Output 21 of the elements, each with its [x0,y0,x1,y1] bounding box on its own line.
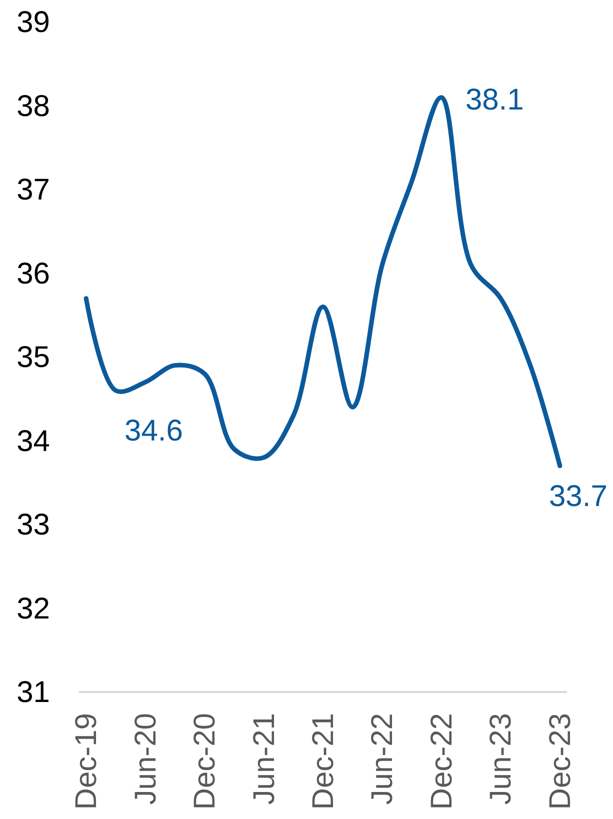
y-tick-label: 33 [16,508,50,541]
x-tick-label: Jun-21 [247,713,280,805]
y-tick-label: 32 [16,592,50,625]
x-tick-label: Dec-19 [70,713,103,810]
x-tick-label: Dec-23 [543,713,576,810]
x-tick-label: Dec-21 [306,713,340,810]
y-tick-label: 38 [16,89,50,122]
x-tick-label: Jun-22 [366,713,399,805]
x-tick-label: Dec-22 [424,713,458,810]
data-label: 38.1 [465,82,524,116]
y-tick-label: 31 [16,676,50,708]
y-tick-label: 36 [16,256,50,290]
data-label: 34.6 [124,414,183,447]
y-tick-label: 34 [16,424,50,458]
x-tick-label: Dec-20 [188,713,222,810]
y-tick-label: 39 [16,6,50,38]
x-tick-label: Jun-23 [484,713,518,805]
x-tick-label: Jun-20 [128,713,162,805]
data-label: 33.7 [549,479,608,512]
y-tick-label: 35 [16,340,50,374]
y-tick-label: 37 [16,173,50,206]
